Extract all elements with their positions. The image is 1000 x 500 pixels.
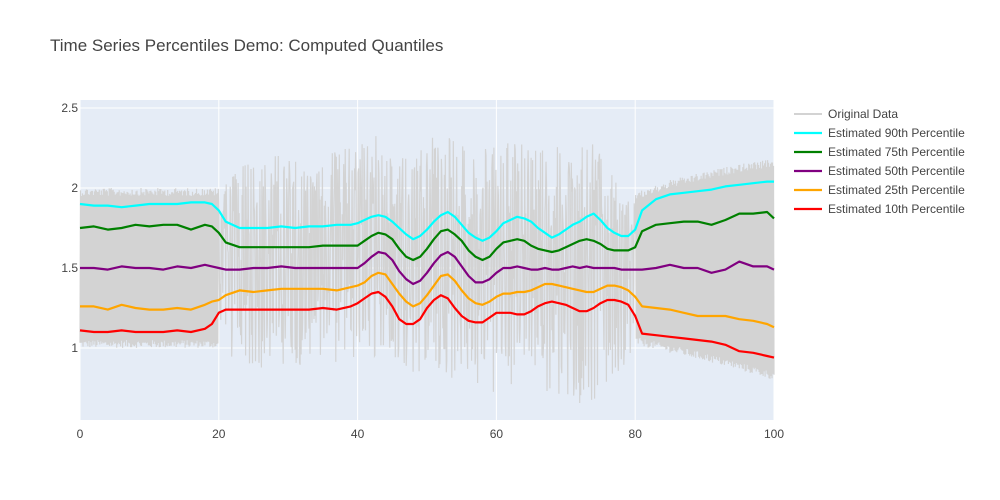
legend-label: Estimated 90th Percentile <box>828 126 965 140</box>
y-tick-label: 1 <box>71 341 78 355</box>
axis-ticks: 0 20 40 60 80 100 1 1.5 2 2.5 <box>61 101 784 441</box>
original-data-line <box>79 136 775 404</box>
y-tick-label: 2 <box>71 181 78 195</box>
legend-label: Estimated 10th Percentile <box>828 202 965 216</box>
original-data-band <box>79 136 775 404</box>
legend-item-estimated-25th-percentile[interactable]: Estimated 25th Percentile <box>794 183 965 197</box>
x-tick-label: 100 <box>764 427 784 441</box>
x-tick-label: 40 <box>351 427 365 441</box>
percentile-lines <box>79 180 775 359</box>
x-tick-label: 60 <box>490 427 504 441</box>
legend-item-original-data[interactable]: Original Data <box>794 107 898 121</box>
legend-label: Estimated 25th Percentile <box>828 183 965 197</box>
x-tick-label: 20 <box>212 427 226 441</box>
legend-item-estimated-50th-percentile[interactable]: Estimated 50th Percentile <box>794 164 965 178</box>
estimated-50th-percentile-line <box>80 250 775 286</box>
legend-item-estimated-75th-percentile[interactable]: Estimated 75th Percentile <box>794 145 965 159</box>
legend-label: Estimated 50th Percentile <box>828 164 965 178</box>
legend[interactable]: Original Data Estimated 90th Percentile Es… <box>794 107 965 216</box>
x-tick-label: 80 <box>629 427 643 441</box>
x-tick-label: 0 <box>77 427 84 441</box>
estimated-90th-percentile-line <box>79 180 774 242</box>
chart-title: Time Series Percentiles Demo: Computed Q… <box>50 36 443 55</box>
estimated-75th-percentile-line <box>79 210 775 262</box>
y-tick-label: 2.5 <box>61 101 78 115</box>
legend-item-estimated-10th-percentile[interactable]: Estimated 10th Percentile <box>794 202 965 216</box>
legend-item-estimated-90th-percentile[interactable]: Estimated 90th Percentile <box>794 126 965 140</box>
estimated-10th-percentile-line <box>79 290 775 359</box>
legend-label: Estimated 75th Percentile <box>828 145 965 159</box>
y-tick-label: 1.5 <box>61 261 78 275</box>
estimated-25th-percentile-line <box>80 271 775 329</box>
legend-label: Original Data <box>828 107 898 121</box>
